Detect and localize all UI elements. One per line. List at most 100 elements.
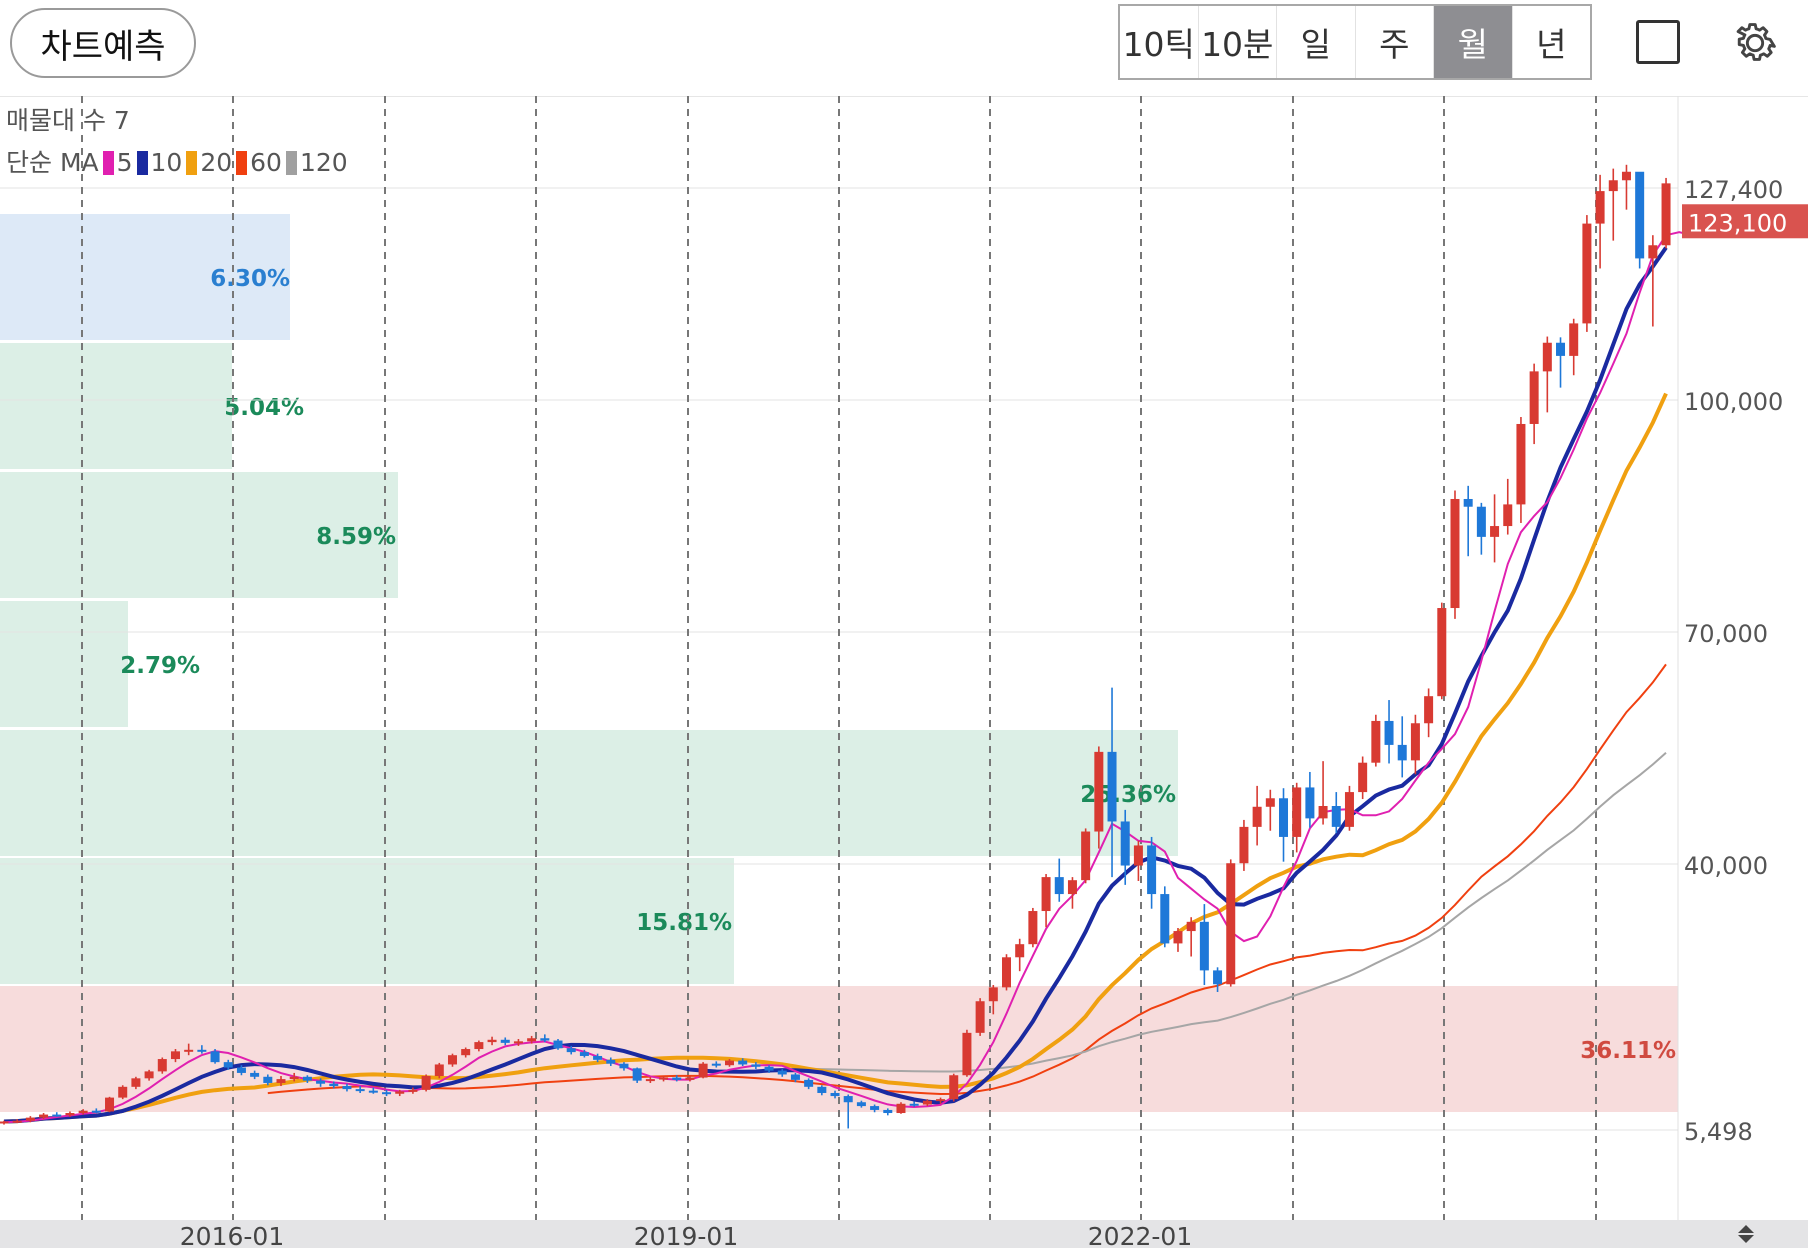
candle-body: [949, 1075, 959, 1100]
candle-body: [540, 1038, 550, 1041]
candle-body: [91, 1110, 101, 1113]
period-tab-day[interactable]: 일: [1277, 6, 1356, 78]
candle-body: [685, 1077, 695, 1080]
period-tab-10min[interactable]: 10분: [1199, 6, 1277, 78]
volume-profile-label: 15.81%: [636, 910, 732, 936]
candle-body: [817, 1086, 827, 1093]
candle-body: [1213, 970, 1223, 985]
candle-body: [1648, 245, 1658, 259]
candle-body: [1542, 342, 1552, 372]
candle-body: [1186, 921, 1196, 932]
y-tick-label: 5,498: [1684, 1118, 1753, 1146]
volume-profile-bar: [0, 214, 290, 340]
candle-body: [1133, 845, 1143, 866]
ma-120-line: [795, 752, 1667, 1073]
candle-body: [724, 1060, 734, 1066]
candle-body: [487, 1039, 497, 1043]
candle-body: [1147, 845, 1157, 895]
candle-body: [118, 1086, 128, 1098]
candle-body: [1661, 183, 1671, 246]
candle-body: [1595, 191, 1605, 224]
candle-body: [1305, 787, 1315, 819]
volume-profile-bar: [0, 343, 232, 469]
ma-period-5: 5: [116, 148, 133, 177]
period-tab-10tick[interactable]: 10틱: [1120, 6, 1199, 78]
fullscreen-icon[interactable]: [1636, 20, 1680, 64]
candle-body: [1450, 498, 1460, 609]
candle-body: [1490, 526, 1500, 537]
candle-body: [342, 1086, 352, 1090]
ma-label: 단순 MA: [6, 148, 99, 177]
chart-predict-button[interactable]: 차트예측: [10, 8, 196, 78]
candle-body: [738, 1060, 748, 1065]
scroll-handle-icon[interactable]: [1734, 1222, 1758, 1246]
candle-body: [1292, 787, 1302, 837]
volume-profile-label: 5.04%: [224, 395, 304, 421]
candle-body: [368, 1090, 378, 1093]
candle-body: [659, 1077, 669, 1080]
candle-body: [1582, 223, 1592, 324]
ma-swatch-20: [186, 151, 198, 175]
candle-body: [909, 1103, 919, 1106]
candle-body: [131, 1078, 141, 1087]
candle-body: [988, 987, 998, 1002]
candle-body: [830, 1092, 840, 1097]
ma-legend: 단순 MA 5 10 20 60 120: [6, 142, 348, 184]
candle-body: [936, 1099, 946, 1102]
candle-body: [672, 1077, 682, 1080]
candle-body: [1608, 180, 1618, 192]
candle-body: [566, 1048, 576, 1053]
candle-body: [78, 1110, 88, 1114]
candle-body: [421, 1076, 431, 1090]
candle-body: [52, 1114, 62, 1117]
legend: 매물대 수 7 단순 MA 5 10 20 60 120: [6, 100, 348, 184]
candle-body: [408, 1089, 418, 1092]
y-tick-label: 127,400: [1684, 176, 1783, 204]
candle-body: [1437, 608, 1447, 697]
candle-body: [210, 1051, 220, 1063]
volume-profile-bar: [0, 472, 398, 598]
candle-body: [223, 1062, 233, 1068]
ma-period-10: 10: [150, 148, 183, 177]
candle-body: [896, 1103, 906, 1114]
candle-body: [1094, 751, 1104, 832]
period-tab-month[interactable]: 월: [1434, 6, 1513, 78]
candle-body: [1081, 831, 1091, 881]
candle-body: [553, 1040, 563, 1049]
candle-body: [1028, 911, 1038, 945]
candle-body: [804, 1079, 814, 1087]
volume-profile-label: 2.79%: [120, 653, 200, 679]
candle-body: [1529, 371, 1539, 424]
candle-body: [1397, 744, 1407, 761]
period-tab-year[interactable]: 년: [1536, 25, 1567, 64]
candle-body: [1424, 696, 1434, 724]
candle-body: [1463, 498, 1473, 507]
candle-body: [0, 1121, 9, 1124]
candle-body: [1041, 877, 1051, 912]
y-tick-label: 100,000: [1684, 388, 1783, 416]
volume-profile-bar: [0, 601, 128, 727]
candle-body: [843, 1096, 853, 1103]
candle-body: [856, 1102, 866, 1107]
y-tick-label: 40,000: [1684, 852, 1768, 880]
candle-body: [461, 1049, 471, 1056]
candle-body: [1173, 931, 1183, 944]
candle-body: [1516, 423, 1526, 505]
period-tab-week[interactable]: 주: [1356, 6, 1434, 78]
candle-body: [870, 1106, 880, 1110]
candle-body: [39, 1114, 49, 1118]
ma-period-20: 20: [200, 148, 233, 177]
price-chart[interactable]: 6.30%5.04%8.59%2.79%25.36%15.81%36.11%12…: [0, 96, 1808, 1220]
candle-body: [65, 1113, 75, 1116]
candle-body: [170, 1051, 180, 1060]
volume-profile-label: 36.11%: [1580, 1038, 1676, 1064]
candle-body: [382, 1092, 392, 1095]
volume-profile-bar: [0, 858, 734, 984]
candle-body: [1358, 762, 1368, 793]
candle-body: [395, 1091, 405, 1094]
candle-body: [1160, 894, 1170, 944]
candle-body: [263, 1076, 273, 1083]
gear-icon[interactable]: [1728, 16, 1782, 70]
period-selector: 10틱 10분 일 주 월 년: [1118, 4, 1592, 80]
candle-body: [632, 1068, 642, 1081]
